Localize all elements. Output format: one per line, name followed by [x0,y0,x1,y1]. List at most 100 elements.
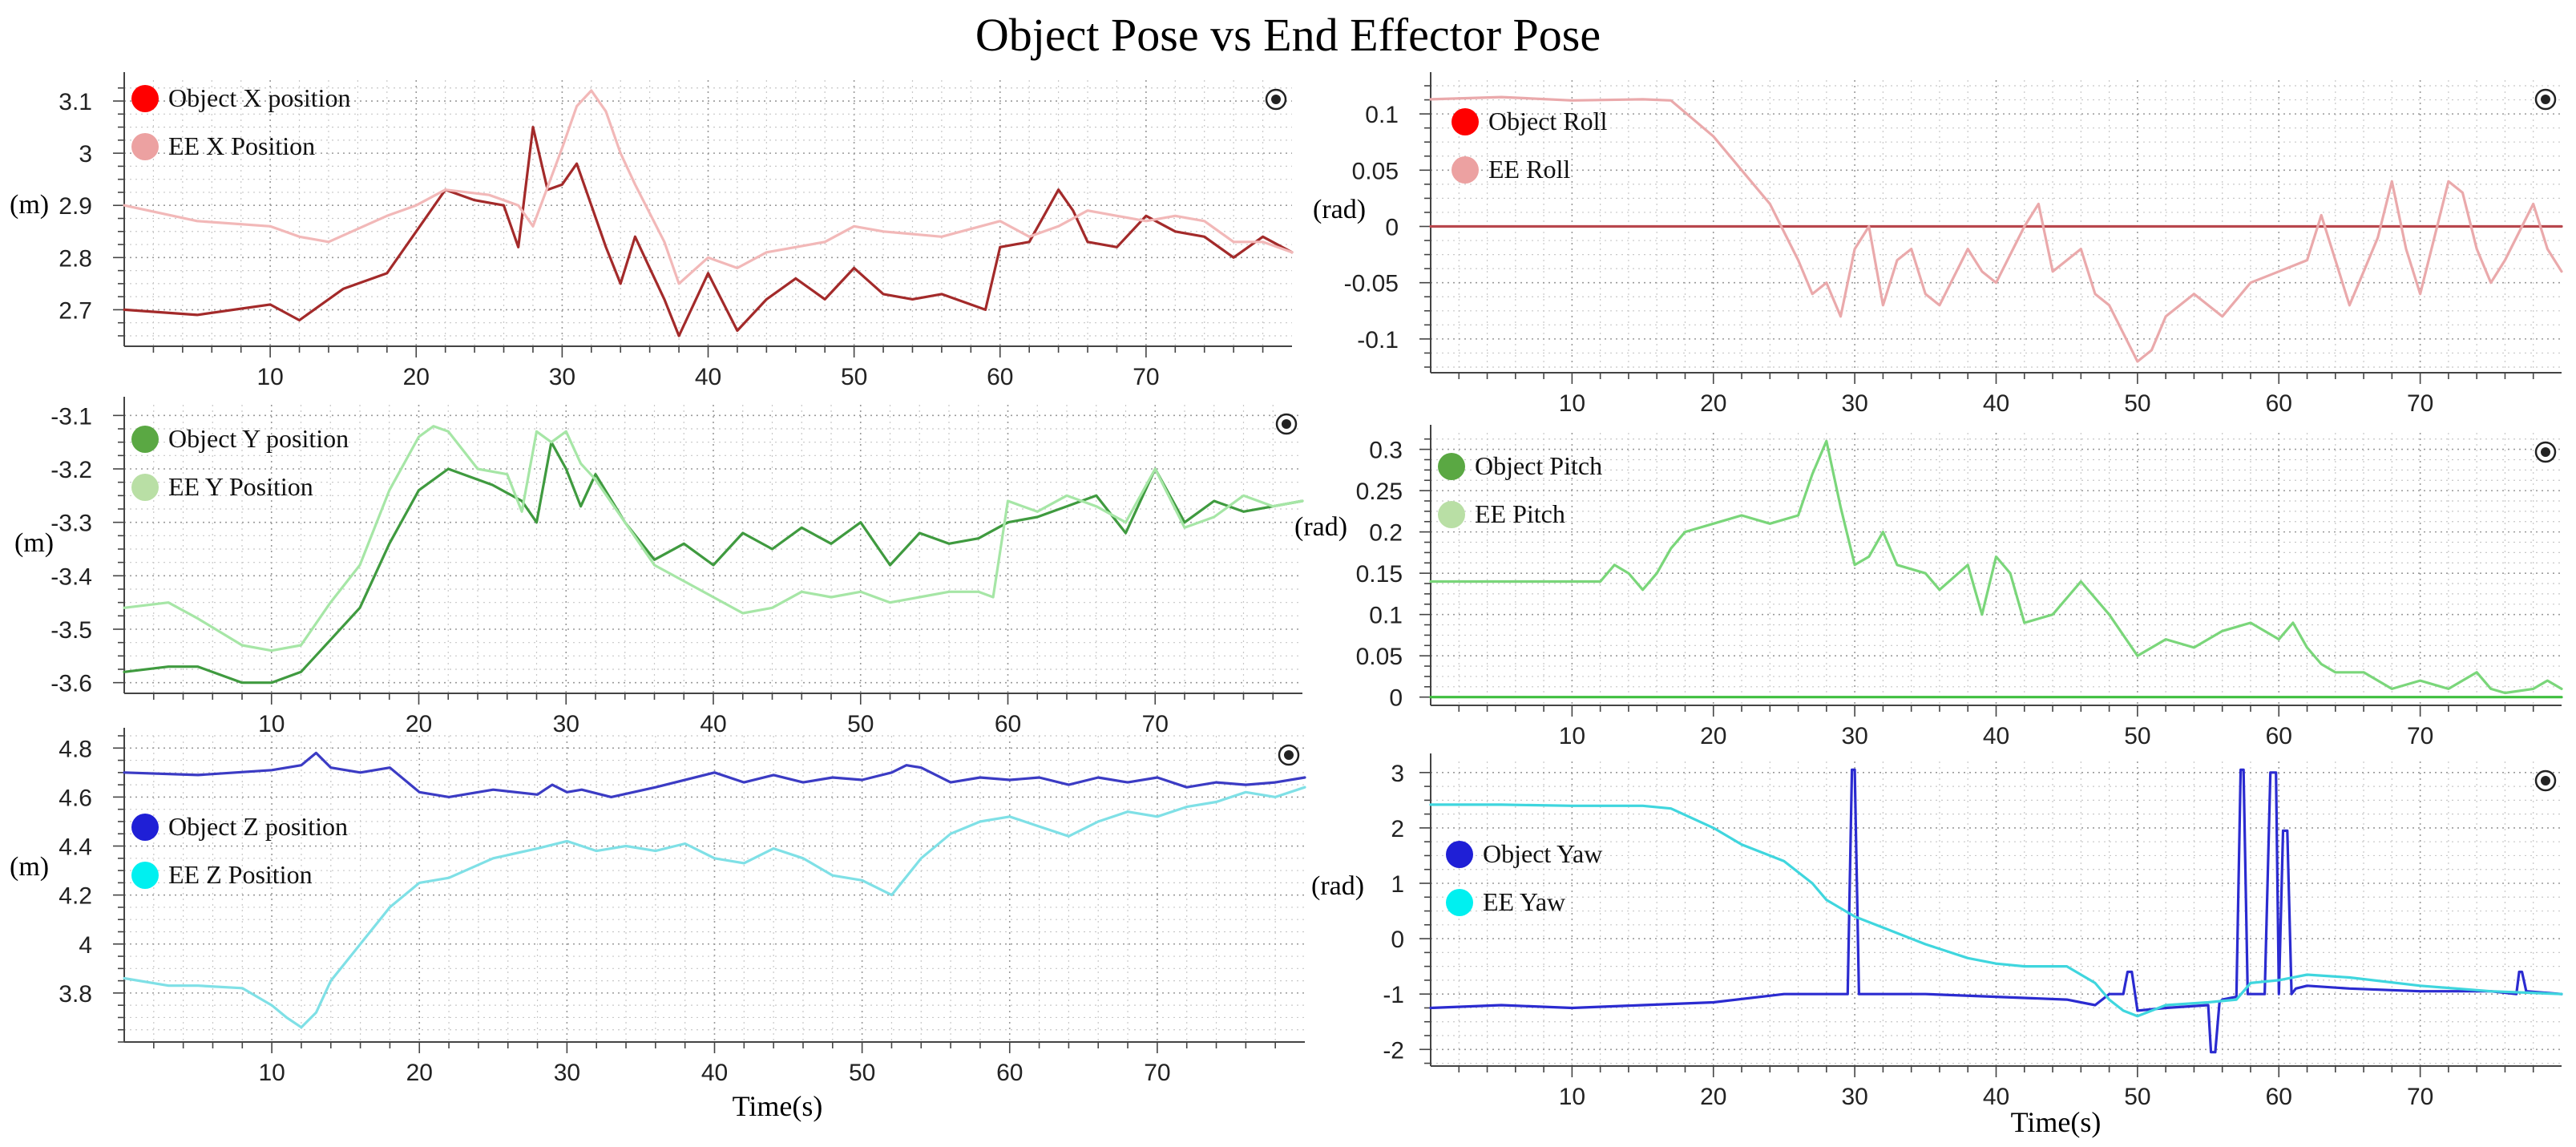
x-tick-label: 30 [1841,1084,1867,1110]
legend-label: Object Y position [168,424,349,453]
y-tick-label: 3.8 [59,981,92,1008]
legend-marker [131,426,159,453]
x-tick-label: 40 [1983,390,2009,417]
legend-marker [131,133,159,160]
y-tick-label: -0.1 [1357,327,1399,353]
series-line-x-object [123,126,1294,337]
radio-target-icon[interactable] [2534,441,2557,463]
y-tick-label: 0.1 [1365,102,1399,128]
series-line-x-ee [123,89,1294,285]
y-tick-label: -3.5 [50,617,92,644]
x-tick-label: 40 [695,364,721,390]
legend-label: EE Pitch [1475,499,1565,528]
x-tick-label: 60 [987,364,1013,390]
x-tick-label: 50 [2124,390,2150,417]
y-tick-label: 0.05 [1352,158,1399,184]
radio-target-icon[interactable] [1278,744,1300,766]
series-line-roll-ee [1429,95,2563,363]
radio-target-icon[interactable] [1275,413,1298,435]
legend: Object X position EE X Position [131,83,351,160]
legend-marker [131,862,159,889]
legend-marker [131,85,159,112]
y-tick-label: -3.6 [50,671,92,697]
x-tick-label: 10 [1559,723,1585,749]
legend-label: Object Yaw [1483,839,1602,868]
legend-marker [1452,108,1479,135]
legend: Object Y position EE Y Position [131,424,349,501]
y-axis-label: (rad) [1294,512,1347,542]
y-axis-label: (m) [10,852,49,882]
x-tick-label: 20 [1700,1084,1726,1110]
x-tick-label: 40 [701,1060,728,1086]
x-tick-label: 60 [996,1060,1023,1086]
legend-label: EE Y Position [168,472,313,501]
y-tick-label: -1 [1383,982,1404,1008]
y-tick-label: 2 [1391,816,1404,842]
y-tick-label: 0.05 [1356,644,1403,670]
x-tick-label: 50 [2124,1084,2150,1110]
series-line-z-ee [123,786,1306,1029]
legend-label: EE X Position [168,131,315,160]
y-axis-label: (rad) [1311,871,1364,901]
y-tick-label: 0.3 [1369,438,1403,464]
legend-label: Object Roll [1488,107,1608,135]
radio-target-icon[interactable] [1265,88,1287,111]
y-tick-label: 2.8 [59,245,92,272]
legend: Object Roll EE Roll [1452,107,1608,184]
x-tick-label: 60 [2266,390,2292,417]
legend-label: Object X position [168,83,351,112]
y-axis-label: (rad) [1313,195,1366,224]
x-tick-label: 20 [406,1060,433,1086]
y-tick-label: 4 [79,932,92,959]
legend: Object Z position EE Z Position [131,812,348,889]
legend-marker [1446,889,1473,916]
x-tick-label: 40 [1983,723,2009,749]
x-tick-label: 70 [2407,390,2433,417]
x-tick-label: 20 [1700,390,1726,417]
legend-label: EE Z Position [168,860,313,889]
grid [124,80,1292,346]
y-tick-label: -3.2 [50,457,92,483]
legend-marker [1438,501,1465,528]
x-tick-label: 10 [256,364,283,390]
x-tick-label: 50 [2124,723,2150,749]
x-tick-label: 30 [554,1060,580,1086]
chart-panel-y: 10 20 30 40 50 60 70 -3.6 -3.5 -3.4 -3.3 -3.2 -3.1 (m… [14,397,1304,737]
radio-target-icon[interactable] [2534,769,2557,792]
x-tick-label: 60 [2266,1084,2292,1110]
series-line-z-object [123,751,1306,799]
x-tick-label: 30 [549,364,575,390]
x-tick-label: 60 [995,711,1021,737]
x-axis-title: Time(s) [733,1090,823,1122]
x-tick-label: 10 [258,1060,285,1086]
y-tick-label: 3 [79,141,92,168]
series-line-y-object [123,441,1304,685]
x-tick-label: 50 [841,364,867,390]
series-line-y-ee [123,425,1304,652]
grid [124,405,1302,693]
y-tick-label: 4.8 [59,736,92,762]
x-tick-label: 20 [406,711,432,737]
x-tick-label: 70 [1144,1060,1170,1086]
x-tick-label: 40 [700,711,726,737]
chart-panel-roll: 10 20 30 40 50 60 70 -0.1 -0.05 0 0.05 0.1 (rad) Obje… [1313,72,2563,417]
series-line-pitch-ee [1429,439,2563,695]
y-tick-label: 4.2 [59,883,92,910]
y-tick-label: 1 [1391,871,1404,898]
y-tick-label: -3.1 [50,403,92,430]
legend-marker [131,814,159,841]
x-tick-label: 60 [2266,723,2292,749]
legend: Object Pitch EE Pitch [1438,451,1602,528]
x-tick-label: 70 [2407,1084,2433,1110]
chart-panel-x: 10 20 30 40 50 60 70 2.7 2.8 2.9 3 3.1 (m) Object X p… [10,72,1294,390]
radio-target-icon[interactable] [2534,88,2557,111]
x-tick-label: 40 [1983,1084,2009,1110]
chart-panel-pitch: 10 20 30 40 50 60 70 0 0.05 0.1 0.15 0.2 0.25 0.3 (rad… [1294,425,2563,749]
x-tick-label: 70 [1133,364,1159,390]
legend-label: EE Roll [1488,155,1570,184]
y-tick-label: 0.2 [1369,520,1403,547]
y-axis-label: (m) [14,528,54,558]
x-tick-label: 30 [553,711,579,737]
grid [1431,433,2562,705]
